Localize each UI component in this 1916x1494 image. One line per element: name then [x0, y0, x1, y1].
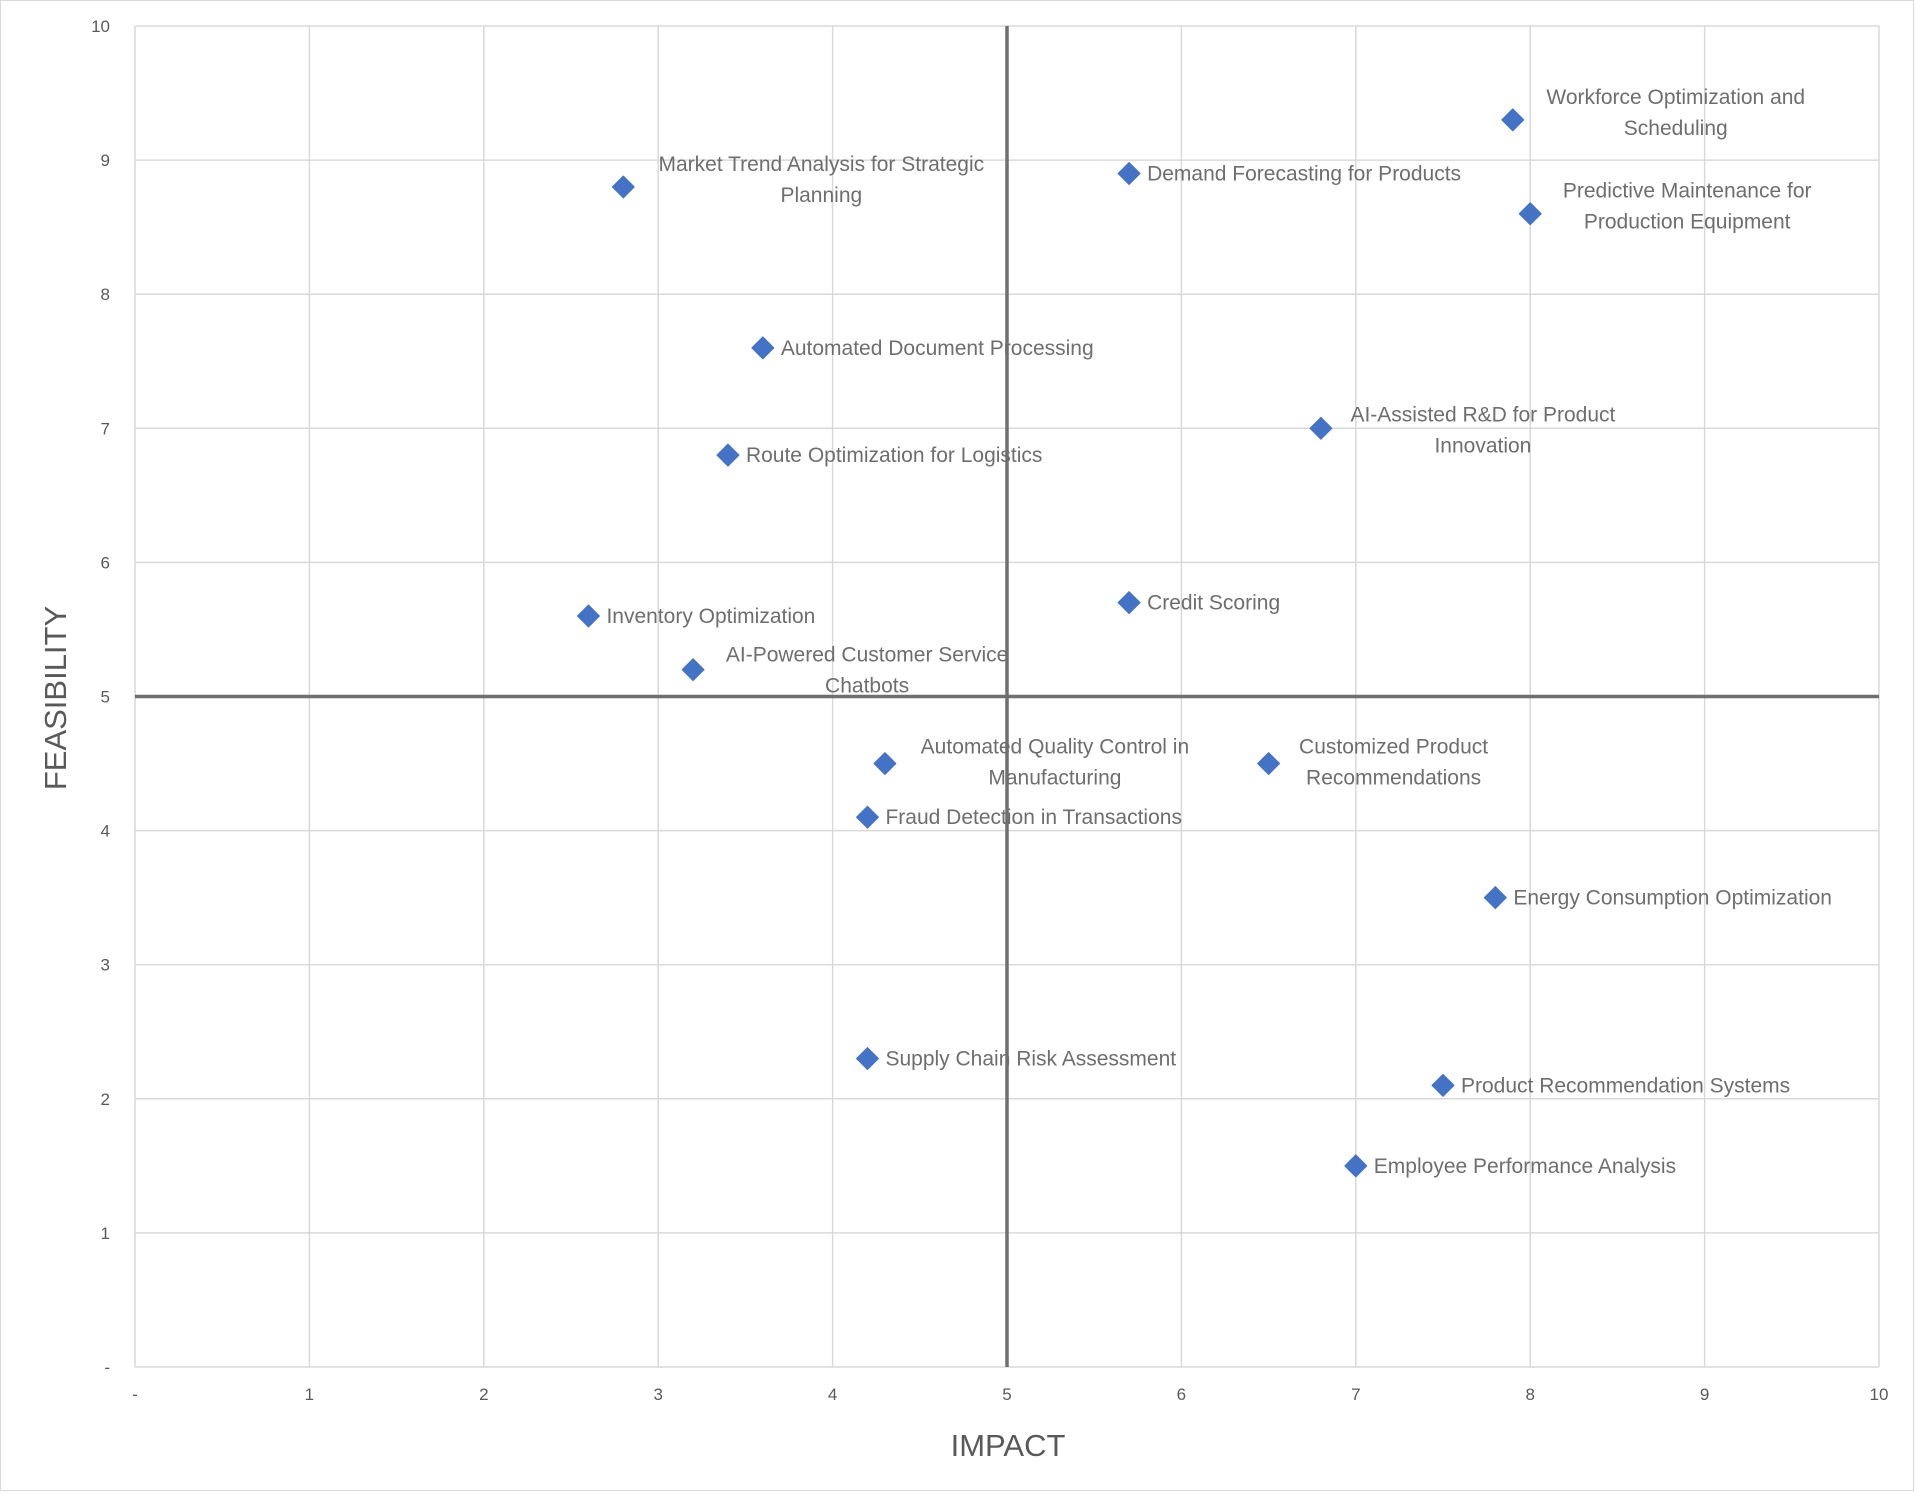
x-tick-label: 8 [1525, 1385, 1534, 1404]
data-point-marker [855, 1047, 879, 1071]
y-tick-label: 10 [91, 17, 110, 36]
data-point-label: Product Recommendation Systems [1461, 1074, 1790, 1097]
x-tick-label: 10 [1870, 1385, 1889, 1404]
data-point-label: Energy Consumption Optimization [1513, 887, 1832, 910]
x-tick-label: - [132, 1385, 138, 1404]
data-point-label: Market Trend Analysis for Strategic Plann… [658, 153, 984, 207]
y-tick-label: 5 [101, 688, 110, 707]
y-tick-label: 4 [101, 822, 110, 841]
x-axis-title: IMPACT [951, 1428, 1066, 1463]
y-tick-label: 6 [101, 553, 110, 572]
data-point-marker [1344, 1154, 1368, 1178]
data-point-label: Demand Forecasting for Products [1147, 163, 1461, 186]
y-tick-label: 8 [101, 285, 110, 304]
data-point-label: Customized Product Recommendations [1299, 736, 1488, 790]
data-point-marker [1309, 416, 1333, 440]
data-labels: Workforce Optimization and Scheduling Mark… [606, 86, 1832, 1178]
data-point-marker [681, 658, 705, 682]
data-point-marker [1483, 886, 1507, 910]
data-point-label: Automated Document Processing [781, 337, 1094, 360]
data-point-label: Predictive Maintenance for Production Equ… [1563, 180, 1812, 234]
data-point-marker [716, 443, 740, 467]
x-tick-label: 9 [1700, 1385, 1709, 1404]
y-tick-label: 1 [101, 1224, 110, 1243]
y-tick-label: 2 [101, 1090, 110, 1109]
x-tick-label: 3 [653, 1385, 662, 1404]
data-point-marker [1431, 1073, 1455, 1097]
tick-labels: - 1 2 3 4 5 6 7 8 9 10 - 1 2 3 4 5 6 7 8 9 10 [91, 17, 1888, 1404]
x-tick-label: 1 [305, 1385, 314, 1404]
data-point-marker [1117, 162, 1141, 186]
data-point-marker [855, 805, 879, 829]
data-point-label: Employee Performance Analysis [1374, 1155, 1676, 1178]
x-tick-label: 7 [1351, 1385, 1360, 1404]
data-point-marker [751, 336, 775, 360]
x-tick-label: 5 [1002, 1385, 1011, 1404]
x-tick-label: 4 [828, 1385, 837, 1404]
data-point-marker [1117, 591, 1141, 615]
data-point-marker [1257, 752, 1281, 776]
y-tick-label: 3 [101, 956, 110, 975]
data-point-label: AI-Assisted R&D for Product Innovation [1350, 403, 1615, 457]
y-tick-label: - [104, 1358, 110, 1377]
data-point-label: Automated Quality Control in Manufacturin… [921, 736, 1189, 790]
y-tick-label: 7 [101, 419, 110, 438]
y-axis-title: FEASIBILITY [38, 606, 73, 790]
data-point-label: Inventory Optimization [606, 605, 815, 628]
y-tick-label: 9 [101, 151, 110, 170]
x-tick-label: 2 [479, 1385, 488, 1404]
data-point-label: Fraud Detection in Transactions [885, 806, 1181, 829]
data-point-marker [611, 175, 635, 199]
data-point-marker [1518, 202, 1542, 226]
data-point-marker [1501, 108, 1525, 132]
data-point-label: Route Optimization for Logistics [746, 444, 1042, 467]
data-point-label: AI-Powered Customer Service Chatbots [726, 644, 1008, 698]
data-point-label: Credit Scoring [1147, 592, 1280, 615]
data-points [576, 108, 1542, 1178]
quadrant-lines [135, 26, 1879, 1367]
x-tick-label: 6 [1177, 1385, 1186, 1404]
data-point-label: Workforce Optimization and Scheduling [1546, 86, 1805, 140]
data-point-marker [873, 752, 897, 776]
data-point-marker [576, 604, 600, 628]
data-point-label: Supply Chain Risk Assessment [885, 1048, 1176, 1071]
